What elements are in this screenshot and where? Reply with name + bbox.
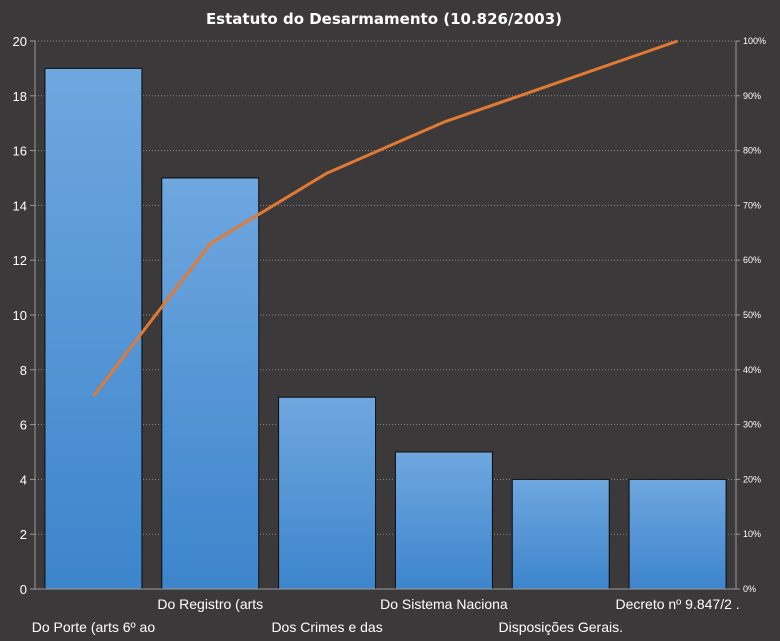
bar [44,67,143,590]
y-tick-label: 10 [13,308,27,323]
y-tick-label: 14 [13,198,27,213]
bars [44,67,727,590]
chart-title: Estatuto do Desarmamento (10.826/2003) [206,10,562,28]
y2-tick-label: 50% [743,310,761,320]
y-tick-label: 2 [20,527,27,542]
y-tick-label: 4 [20,472,27,487]
cumulative-line [92,39,679,398]
axes: 0 2 4 6 8 10 12 14 16 18 20 0% 10% 20% 30% 40% 50% 60% 70%… [13,34,767,597]
y2-tick-label: 10% [743,529,761,539]
y-tick-label: 20 [13,34,27,49]
bar [278,396,377,590]
bar [511,478,610,590]
bar [628,478,727,590]
bar [394,451,493,590]
y2-tick-label: 90% [743,91,761,101]
x-category-label: Do Registro (arts [157,596,263,612]
y2-tick-label: 60% [743,255,761,265]
y-tick-label: 12 [13,253,27,268]
y-tick-label: 16 [13,144,27,159]
y-tick-label: 0 [20,582,27,597]
y2-tick-label: 30% [743,420,761,430]
y2-tick-label: 0% [743,584,756,594]
y2-tick-label: 80% [743,146,761,156]
x-category-label: Disposições Gerais. [499,619,624,635]
bar [161,177,260,590]
y-tick-label: 6 [20,418,27,433]
x-category-label: Do Porte (arts 6º ao [32,619,156,635]
y-tick-label: 8 [20,363,27,378]
x-category-label: Decreto nº 9.847/2 . [615,596,739,612]
y2-tick-label: 100% [743,36,766,46]
y2-tick-label: 70% [743,200,761,210]
y2-tick-label: 20% [743,474,761,484]
x-category-label: Do Sistema Naciona [380,596,508,612]
y-tick-label: 18 [13,89,27,104]
cumulative-percentage-line [92,39,679,398]
y2-tick-label: 40% [743,365,761,375]
x-category-label: Dos Crimes e das [271,619,382,635]
